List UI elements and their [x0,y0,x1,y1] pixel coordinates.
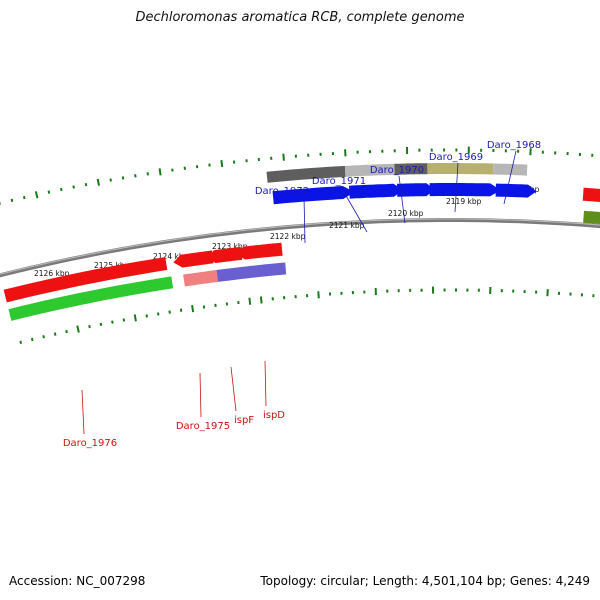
scale-label: 2126 kbp [34,269,70,278]
gene-leader-line [398,175,406,224]
gene-block-right-edge[interactable] [583,210,600,225]
gene-label-bottom[interactable]: Daro_1975 [176,421,230,432]
gene-label-top[interactable]: Daro_1972 [255,186,309,197]
scale-tick-minor [30,337,34,342]
scale-tick-major [34,191,39,199]
scale-tick-minor [134,174,137,178]
scale-tick-minor [84,182,88,187]
gene-leader-line [199,372,202,418]
scale-tick-major [317,291,320,299]
gene-arrow-ispd[interactable] [235,242,283,260]
gene-block-daro-1969[interactable] [427,163,494,175]
gene-leader-line [454,162,459,213]
scale-tick-major [259,296,263,304]
gene-leader-line [303,196,306,244]
gene-arrow-daro-1971[interactable] [349,183,404,199]
scale-tick-minor [47,190,51,194]
gene-block-daro-1972[interactable] [266,165,346,183]
gene-arrow-daro-1968[interactable] [495,183,537,198]
gene-label-top[interactable]: Daro_1971 [312,176,366,187]
scale-tick-minor [22,195,26,200]
scale-tick-major [282,153,285,161]
scale-tick-minor [60,187,63,192]
gene-label-bottom[interactable]: ispF [234,415,254,426]
genome-backbone [0,218,600,278]
gene-label-top[interactable]: Daro_1970 [370,165,424,176]
scale-tick-minor [157,312,160,316]
gene-leader-line [81,389,85,435]
scale-tick-minor [53,332,57,336]
scale-tick-minor [145,314,148,318]
gene-block-ispf-ispd[interactable] [216,262,287,282]
gene-block-daro-1970[interactable] [394,163,428,175]
scale-tick-minor [121,176,125,180]
scale-tick-minor [146,172,149,176]
scale-tick-major [76,325,80,333]
gene-block-daro-1975[interactable] [183,270,218,287]
scale-tick-minor [10,198,14,203]
scale-tick-minor [88,324,91,329]
scale-tick-minor [122,318,126,322]
scale-track-top [0,146,594,205]
scale-tick-major [158,168,162,176]
scale-label: 2124 kbp [153,252,189,261]
scale-tick-major [133,314,137,322]
genome-backbone-highlight [0,218,600,275]
scale-tick-minor [65,329,68,334]
scale-tick-minor [19,340,23,344]
scale-track-bottom [19,286,595,344]
scale-label: 2121 kbp [329,221,365,230]
gene-label-bottom[interactable]: ispD [263,410,285,421]
scale-tick-minor [42,335,45,339]
gene-arrow-daro-1975[interactable] [173,250,214,268]
scale-label: 2120 kbp [388,209,424,218]
scale-tick-minor [99,322,103,326]
gene-block-daro-1971[interactable] [344,163,395,177]
scale-tick-major [248,297,252,305]
scale-tick-minor [168,310,171,314]
scale-tick-major [96,178,100,186]
scale-label: 2122 kbp [270,232,306,241]
scale-tick-major [220,159,224,168]
scale-label: 2119 kbp [446,197,482,206]
gene-arrow-daro-1969[interactable] [429,183,501,197]
scale-tick-minor [109,178,112,182]
scale-label: 2123 kbp [212,242,248,251]
gene-arrow-ispf[interactable] [206,246,243,264]
gene-leader-line [230,366,237,412]
scale-tick-major [191,304,195,313]
gene-label-top[interactable]: Daro_1968 [487,140,541,151]
gene-block-daro-1968[interactable] [493,163,528,176]
scale-tick-minor [72,185,75,189]
gene-arrow-daro-1970[interactable] [397,183,435,197]
gene-arrow-daro-1976[interactable] [3,257,168,303]
genome-title: Dechloromonas aromatica RCB, complete ge… [135,10,465,25]
topology-text: Topology: circular; Length: 4,501,104 bp… [260,574,590,588]
gene-leader-line [264,360,267,407]
gene-arrow-daro-1972[interactable] [272,186,355,205]
gene-leader-line [340,186,368,233]
gene-label-bottom[interactable]: Daro_1976 [63,438,117,449]
scale-tick-minor [111,320,114,324]
gene-label-top[interactable]: Daro_1969 [429,152,483,163]
scale-label: 2125 kbp [94,261,130,270]
gene-arrow-right-edge[interactable] [582,187,600,202]
accession-text: Accession: NC_007298 [9,574,146,588]
gene-leader-line [503,150,517,205]
gene-block-daro-1976[interactable] [8,276,174,321]
